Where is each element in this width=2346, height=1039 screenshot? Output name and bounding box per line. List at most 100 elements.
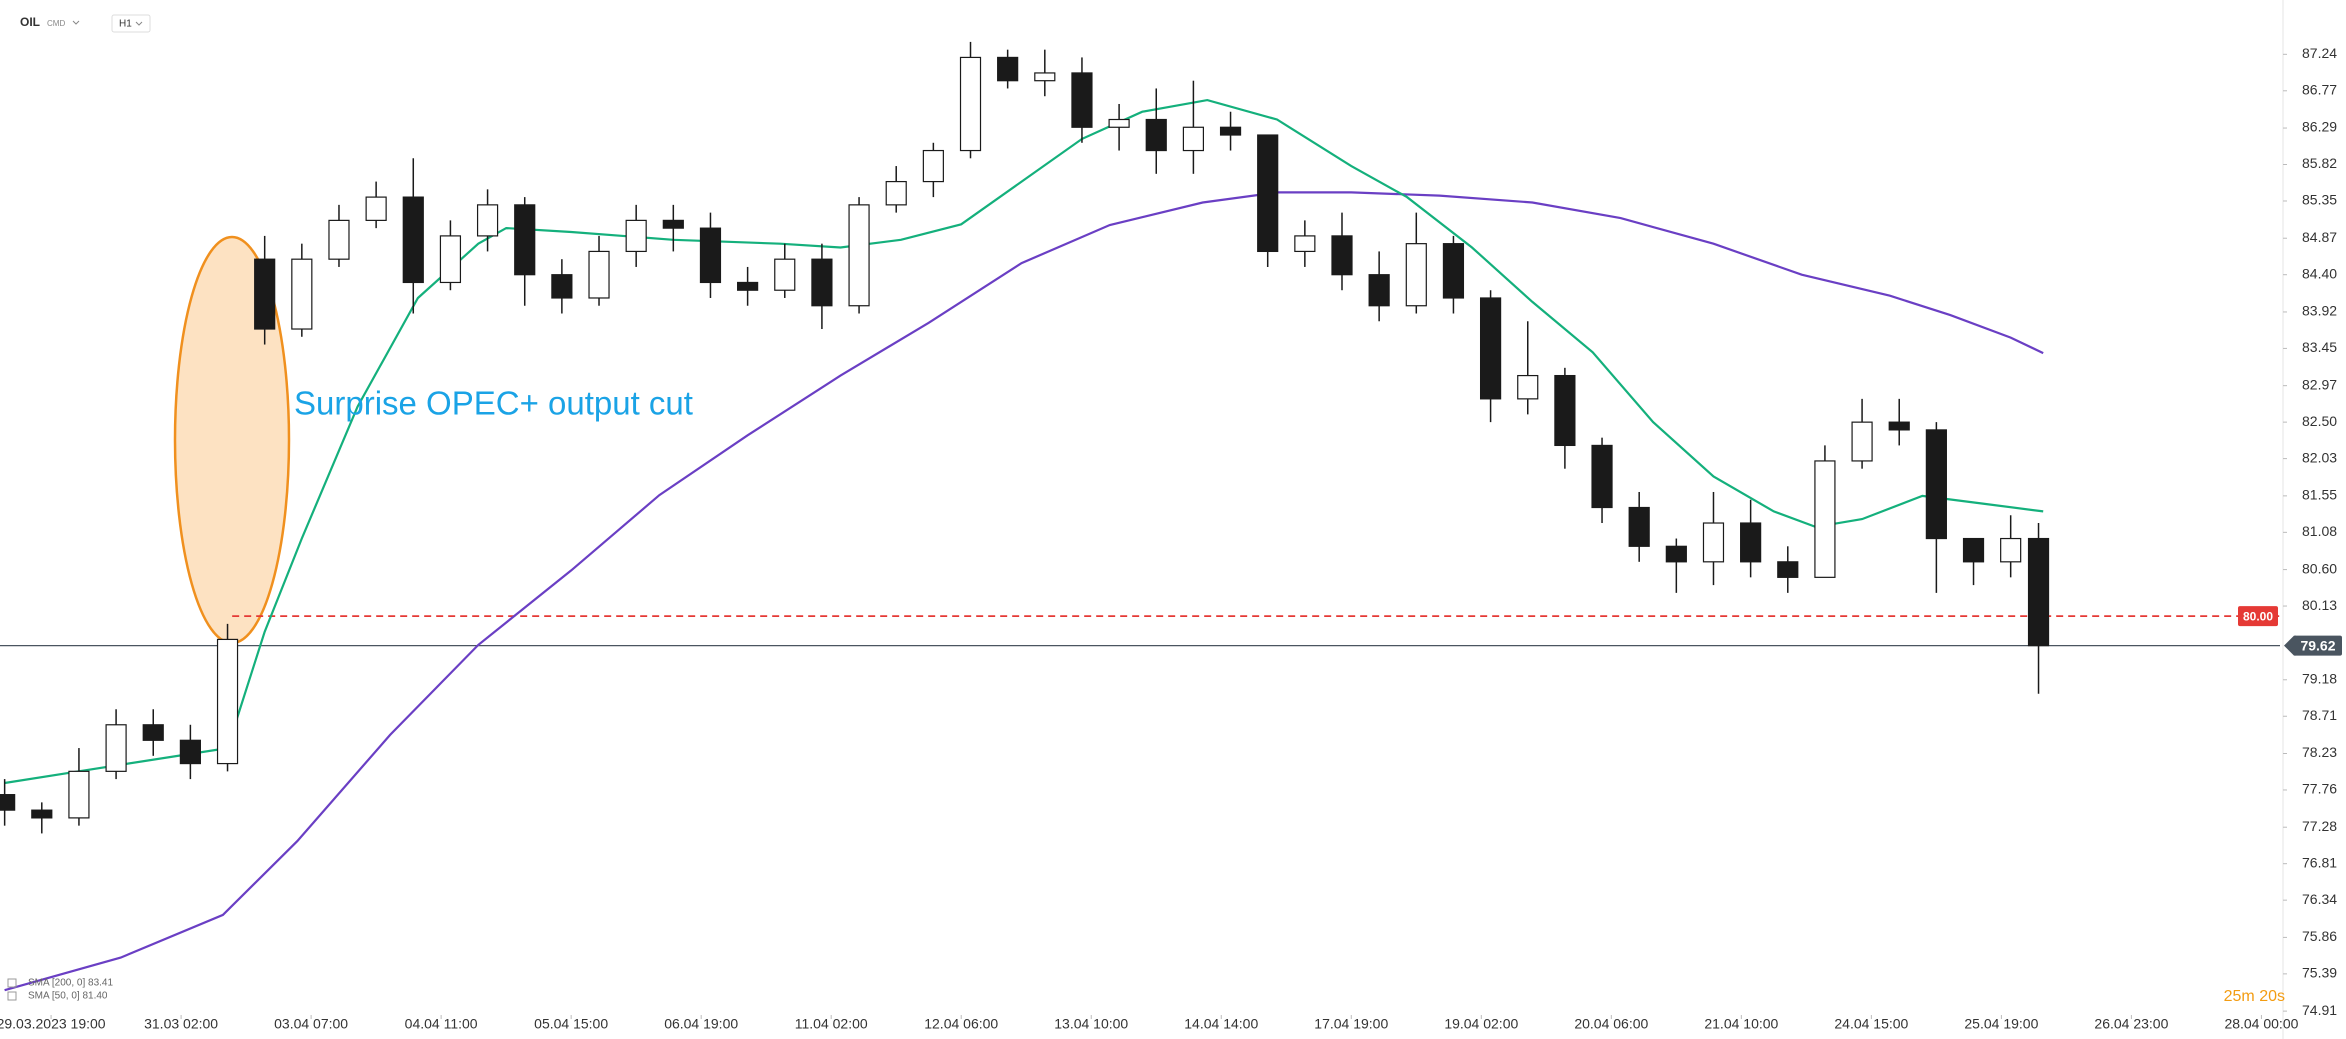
symbol[interactable]: OIL [20,15,40,29]
candle-body [699,227,722,284]
candle-body [588,250,610,299]
x-tick-label: 11.04 02:00 [795,1016,868,1032]
x-tick-label: 14.04 14:00 [1184,1016,1258,1032]
y-tick-label: 75.86 [2302,928,2337,944]
countdown: 25m 20s [2224,988,2285,1005]
x-tick-label: 31.03 02:00 [144,1016,218,1032]
y-tick-label: 84.40 [2302,265,2337,281]
legend-icon [7,991,17,1001]
candle-body [68,770,90,819]
candle-body [1182,126,1205,152]
candle-body [179,739,201,765]
candle-body [1442,243,1465,299]
x-tick-label: 29.03.2023 19:00 [0,1016,106,1032]
price-tag [2294,635,2342,656]
candle-body [1925,429,1947,540]
candle-body [1405,243,1427,307]
y-tick-label: 79.18 [2302,670,2337,686]
price-tag [2238,606,2278,627]
y-tick-label: 78.23 [2302,744,2337,760]
candle-body [1591,444,1613,509]
candle-body [328,219,350,260]
interval-button[interactable] [111,14,151,33]
x-tick-label: 20.04 06:00 [1574,1016,1648,1032]
y-tick-label: 80.13 [2302,597,2337,613]
candle-body [1888,421,1910,431]
y-tick-label: 86.77 [2302,81,2337,97]
candle-body [959,56,982,152]
legend-icon [7,978,17,988]
price-tag-label: 79.62 [2300,637,2335,653]
y-tick-label: 77.76 [2302,781,2337,797]
x-tick-label: 28.04 00:00 [2224,1016,2298,1032]
candle-body [1740,522,1762,563]
x-tick-label: 05.04 15:00 [534,1016,608,1032]
x-tick-label: 21.04 10:00 [1704,1016,1778,1032]
y-tick-label: 81.55 [2302,487,2337,503]
candle-body [1145,118,1167,152]
y-tick-label: 87.24 [2302,45,2337,61]
candle-body [1814,460,1836,578]
y-tick-label: 83.92 [2302,303,2337,319]
price-tag-arrow [2284,635,2296,656]
y-tick-label: 75.39 [2302,965,2337,981]
interval[interactable]: H1 [119,19,132,30]
candle-body [1962,537,1985,563]
candle-body [811,258,833,307]
candle-body [1702,522,1725,563]
candle-body [1368,274,1390,307]
candle-body [142,724,164,741]
candle-body [1257,134,1279,253]
candle-body [1554,374,1576,447]
candle-body [254,258,276,330]
candle-body [1665,545,1687,563]
candle-body [1331,235,1353,276]
y-tick-label: 77.28 [2302,818,2337,834]
x-tick-label: 06.04 19:00 [664,1016,738,1032]
interval-dropdown[interactable] [135,21,143,26]
candle-body [514,204,536,276]
x-tick-label: 13.04 10:00 [1054,1016,1128,1032]
candle-body [662,219,684,229]
x-tick-label: 26.04 23:00 [2094,1016,2168,1032]
x-tick-label: 03.04 07:00 [274,1016,348,1032]
market: CMD [47,19,65,28]
candle-body [1479,297,1502,400]
y-tick-label: 76.34 [2302,891,2337,907]
y-tick-label: 86.29 [2302,119,2337,135]
annotation: Surprise OPEC+ output cut [294,385,693,422]
candle-body [1219,126,1242,136]
y-tick-label: 83.45 [2302,339,2337,355]
legend-entry: SMA [50, 0] 81.40 [28,991,108,1002]
x-tick-label: 12.04 06:00 [924,1016,998,1032]
candle-body [2000,537,2022,563]
candle-body [31,809,53,819]
y-tick-label: 78.71 [2302,707,2337,723]
y-tick-label: 85.35 [2302,192,2337,208]
y-tick-label: 74.91 [2302,1002,2337,1018]
x-tick-label: 25.04 19:00 [1964,1016,2038,1032]
candle-body [402,196,424,284]
candle-body [885,180,907,206]
candle-body [439,235,462,284]
y-tick-label: 80.60 [2302,560,2337,576]
x-tick-label: 04.04 11:00 [405,1016,478,1032]
symbol-dropdown[interactable] [72,20,80,25]
sma-line [4,191,2044,992]
y-tick-label: 76.81 [2302,854,2337,870]
candle-body [105,724,127,772]
legend-entry: SMA [200, 0] 83.41 [28,978,113,989]
plot-layer [0,41,2280,992]
x-tick-label: 24.04 15:00 [1834,1016,1908,1032]
candle-body [774,258,796,291]
candle-body [848,204,870,307]
y-tick-label: 81.08 [2302,523,2337,539]
candle-body [1108,118,1130,128]
y-tick-label: 82.97 [2302,376,2337,392]
candle-body [1071,72,1093,128]
candle-body [625,219,647,253]
price-tag-label: 80.00 [2243,609,2273,623]
